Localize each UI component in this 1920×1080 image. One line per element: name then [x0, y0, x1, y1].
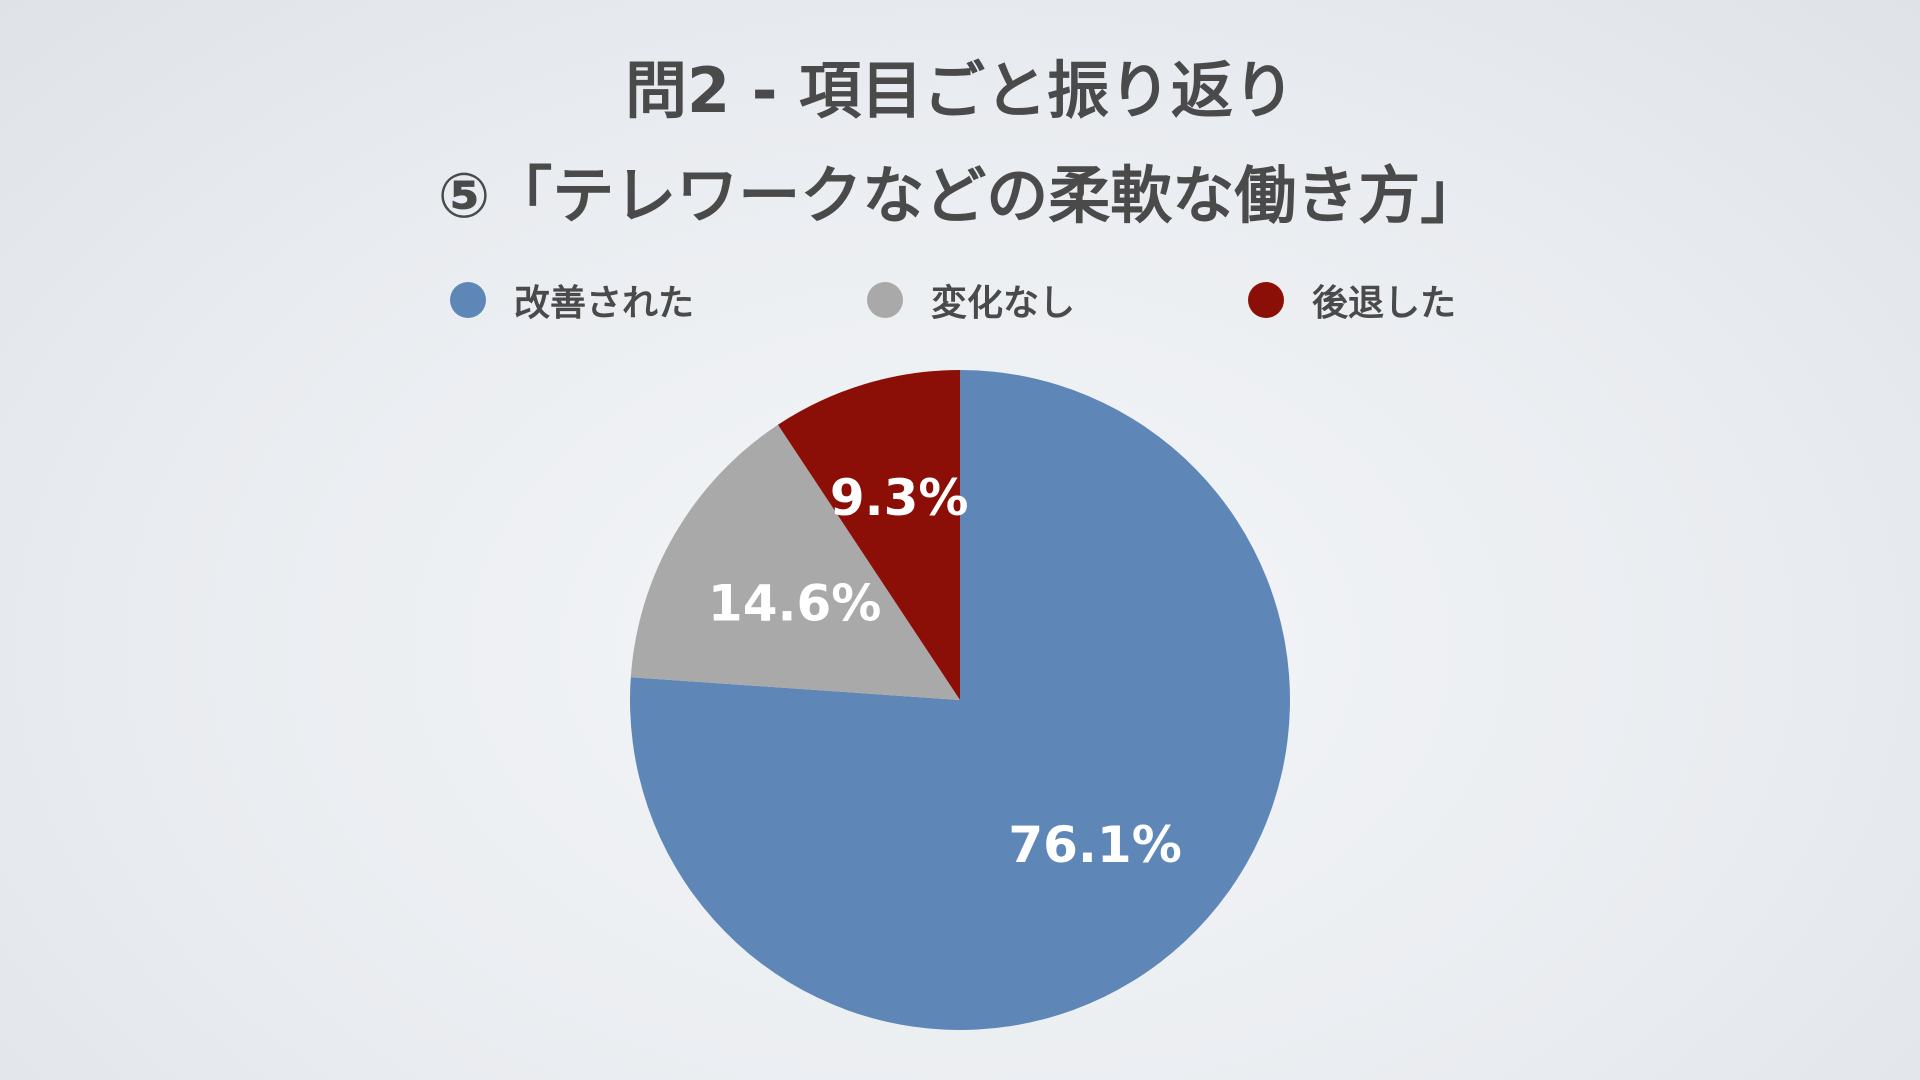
chart-legend: 改善された 変化なし 後退した [0, 275, 1920, 325]
pie-slice-declined [777, 370, 960, 700]
pie-label-declined: 9.3% [830, 469, 969, 527]
legend-label-declined: 後退した [1312, 283, 1457, 324]
pie-slices [630, 370, 1290, 1030]
chart-title: 問2 - 項目ごと振り返り [624, 54, 1296, 127]
pie-slice-no-change [630, 424, 960, 700]
legend-swatch-no-change [867, 282, 903, 318]
legend-item-declined: 後退した [1248, 275, 1456, 325]
legend-item-no-change: 変化なし [867, 275, 1075, 325]
pie-slice-improved [630, 370, 1290, 1030]
legend-label-no-change: 変化なし [931, 283, 1076, 324]
chart-subtitle: ⑤「テレワークなどの柔軟な働き方」 [437, 159, 1483, 232]
legend-swatch-declined [1248, 282, 1284, 318]
legend-item-improved: 改善された [450, 275, 694, 325]
legend-label-improved: 改善された [514, 283, 695, 324]
pie-labels: 76.1% 14.6% 9.3% [708, 469, 1182, 874]
pie-label-no-change: 14.6% [708, 575, 881, 633]
legend-swatch-improved [450, 282, 486, 318]
pie-label-improved: 76.1% [1008, 816, 1181, 874]
